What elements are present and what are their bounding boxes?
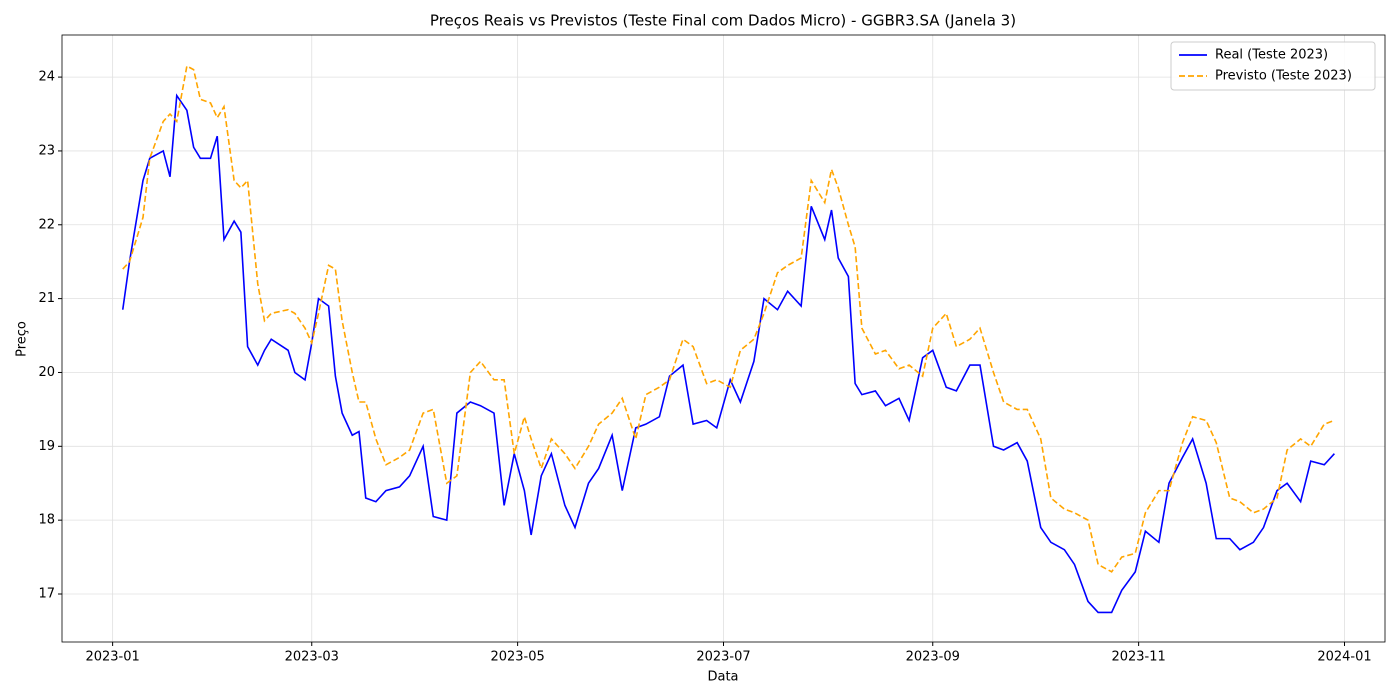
y-axis-label: Preço: [15, 321, 30, 357]
y-tick-label: 21: [38, 291, 55, 306]
y-tick-label: 19: [38, 439, 55, 454]
x-tick-label: 2023-01: [85, 650, 139, 665]
x-tick-label: 2023-05: [490, 650, 544, 665]
x-tick-label: 2024-01: [1317, 650, 1371, 665]
y-tick-label: 18: [38, 513, 55, 528]
legend-box: [1170, 41, 1376, 91]
y-tick-label: 22: [38, 217, 55, 232]
data-line: [121, 93, 1335, 614]
legend-label: Real (Teste 2023): [1215, 48, 1328, 63]
x-tick-label: 2023-09: [906, 650, 960, 665]
x-tick-label: 2023-07: [696, 650, 750, 665]
y-tick-label: 24: [38, 70, 55, 85]
x-tick-label: 2023-11: [1111, 650, 1165, 665]
x-tick-label: 2023-03: [285, 650, 339, 665]
plot-frame: [61, 34, 1386, 643]
legend-label: Previsto (Teste 2023): [1215, 69, 1352, 84]
y-tick-label: 23: [38, 143, 55, 158]
x-axis-label: Data: [707, 670, 738, 685]
y-tick-label: 17: [38, 587, 55, 602]
chart-title: Preços Reais vs Previstos (Teste Final c…: [430, 12, 1016, 30]
y-tick-label: 20: [38, 365, 55, 380]
data-line: [122, 64, 1335, 573]
